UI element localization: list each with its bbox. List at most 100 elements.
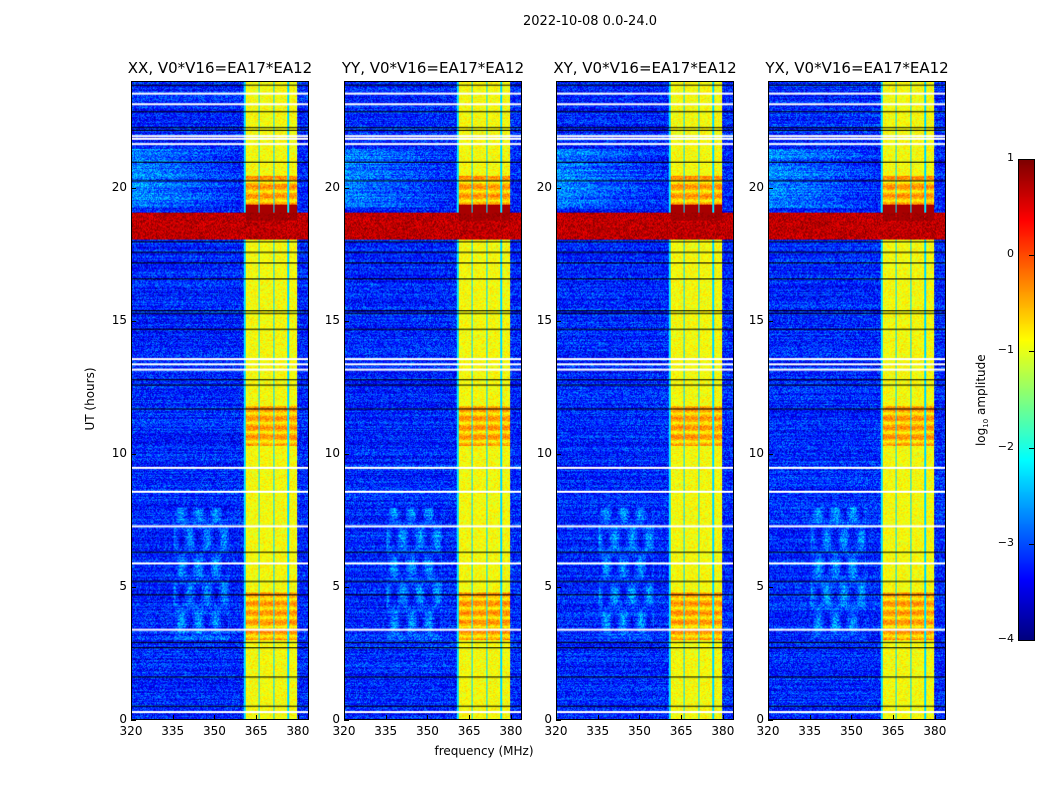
x-tick-label: 380 bbox=[923, 724, 947, 738]
x-tick-mark bbox=[256, 715, 258, 720]
x-tick-mark bbox=[768, 715, 769, 720]
y-tick-label: 5 bbox=[332, 578, 340, 593]
x-tick-mark bbox=[131, 715, 132, 720]
y-tick-mark bbox=[556, 720, 561, 721]
y-axis-label: UT (hours) bbox=[83, 367, 97, 431]
colorbar-label: log10 amplitude bbox=[973, 354, 991, 447]
colorbar-tick-label: −1 bbox=[997, 343, 1014, 357]
y-tick-mark bbox=[768, 187, 773, 189]
colorbar-tick-label: −2 bbox=[997, 439, 1014, 453]
y-tick-mark bbox=[344, 720, 349, 721]
colorbar-tick-label: −4 bbox=[997, 632, 1014, 645]
heatmap-panel bbox=[768, 81, 946, 720]
colorbar-tick-mark bbox=[1029, 640, 1034, 641]
x-tick-label: 335 bbox=[586, 724, 610, 738]
x-tick-mark bbox=[172, 715, 174, 720]
x-tick-mark bbox=[809, 715, 811, 720]
x-tick-mark bbox=[427, 715, 429, 720]
y-tick-mark bbox=[131, 453, 136, 455]
colorbar-tick-mark bbox=[1029, 543, 1034, 545]
y-tick-label: 20 bbox=[324, 179, 340, 194]
y-tick-label: 10 bbox=[536, 445, 552, 460]
x-tick-label: 320 bbox=[756, 724, 780, 738]
x-tick-mark bbox=[385, 715, 387, 720]
x-tick-label: 320 bbox=[544, 724, 568, 738]
x-tick-label: 335 bbox=[374, 724, 398, 738]
y-tick-mark bbox=[556, 320, 561, 322]
y-tick-label: 20 bbox=[536, 179, 552, 194]
x-tick-mark bbox=[344, 715, 345, 720]
x-tick-label: 380 bbox=[711, 724, 735, 738]
y-tick-mark bbox=[131, 720, 136, 721]
heatmap-panel bbox=[344, 81, 522, 720]
colorbar-tick-mark bbox=[1029, 351, 1034, 353]
x-tick-label: 335 bbox=[798, 724, 822, 738]
x-tick-label: 350 bbox=[627, 724, 651, 738]
y-tick-mark bbox=[344, 187, 349, 189]
colorbar-tick-mark bbox=[1029, 159, 1034, 160]
x-tick-mark bbox=[934, 715, 936, 720]
panel-title: XX, V0*V16=EA17*EA12 bbox=[127, 59, 313, 77]
x-tick-label: 320 bbox=[119, 724, 143, 738]
y-tick-label: 0 bbox=[756, 712, 764, 726]
heatmap-panel bbox=[556, 81, 734, 720]
x-tick-mark bbox=[639, 715, 641, 720]
colorbar bbox=[1018, 159, 1035, 641]
figure-title: 2022-10-08 0.0-24.0 bbox=[523, 14, 657, 29]
colorbar-tick-mark bbox=[1029, 255, 1034, 257]
x-tick-label: 380 bbox=[286, 724, 310, 738]
colorbar-tick-label: 1 bbox=[1007, 151, 1014, 164]
y-tick-label: 15 bbox=[748, 312, 764, 327]
y-tick-mark bbox=[556, 586, 561, 588]
y-tick-mark bbox=[768, 320, 773, 322]
y-tick-mark bbox=[768, 453, 773, 455]
colorbar-tick-mark bbox=[1029, 447, 1034, 449]
panel-title: YY, V0*V16=EA17*EA12 bbox=[341, 59, 525, 77]
y-tick-label: 10 bbox=[111, 445, 127, 460]
x-tick-mark bbox=[851, 715, 853, 720]
y-tick-label: 20 bbox=[111, 179, 127, 194]
y-tick-label: 5 bbox=[544, 578, 552, 593]
y-tick-label: 0 bbox=[119, 712, 127, 726]
x-tick-mark bbox=[893, 715, 895, 720]
x-tick-mark bbox=[597, 715, 599, 720]
x-tick-label: 350 bbox=[415, 724, 439, 738]
x-tick-label: 350 bbox=[202, 724, 226, 738]
y-tick-mark bbox=[131, 586, 136, 588]
y-tick-label: 15 bbox=[536, 312, 552, 327]
y-tick-label: 5 bbox=[119, 578, 127, 593]
y-tick-mark bbox=[344, 453, 349, 455]
x-tick-label: 335 bbox=[161, 724, 185, 738]
y-tick-label: 15 bbox=[324, 312, 340, 327]
y-tick-label: 5 bbox=[756, 578, 764, 593]
x-tick-label: 350 bbox=[839, 724, 863, 738]
y-tick-label: 15 bbox=[111, 312, 127, 327]
x-tick-label: 365 bbox=[244, 724, 268, 738]
x-tick-mark bbox=[556, 715, 557, 720]
x-tick-mark bbox=[214, 715, 216, 720]
x-tick-label: 365 bbox=[881, 724, 905, 738]
panel-title: YX, V0*V16=EA17*EA12 bbox=[765, 59, 949, 77]
x-tick-label: 365 bbox=[457, 724, 481, 738]
x-tick-mark bbox=[469, 715, 471, 720]
y-tick-mark bbox=[344, 586, 349, 588]
heatmap-panel bbox=[131, 81, 309, 720]
panel-title: XY, V0*V16=EA17*EA12 bbox=[553, 59, 737, 77]
colorbar-tick-label: −3 bbox=[997, 535, 1014, 549]
y-tick-mark bbox=[131, 320, 136, 322]
y-tick-mark bbox=[131, 187, 136, 189]
x-axis-label: frequency (MHz) bbox=[434, 744, 534, 758]
y-tick-label: 0 bbox=[544, 712, 552, 726]
x-tick-mark bbox=[510, 715, 512, 720]
y-tick-label: 10 bbox=[324, 445, 340, 460]
x-tick-mark bbox=[681, 715, 683, 720]
x-tick-label: 365 bbox=[669, 724, 693, 738]
colorbar-tick-label: 0 bbox=[1007, 247, 1014, 261]
x-tick-label: 380 bbox=[499, 724, 523, 738]
y-tick-mark bbox=[768, 720, 773, 721]
y-tick-mark bbox=[768, 586, 773, 588]
y-tick-mark bbox=[344, 320, 349, 322]
y-tick-label: 0 bbox=[332, 712, 340, 726]
y-tick-mark bbox=[556, 187, 561, 189]
